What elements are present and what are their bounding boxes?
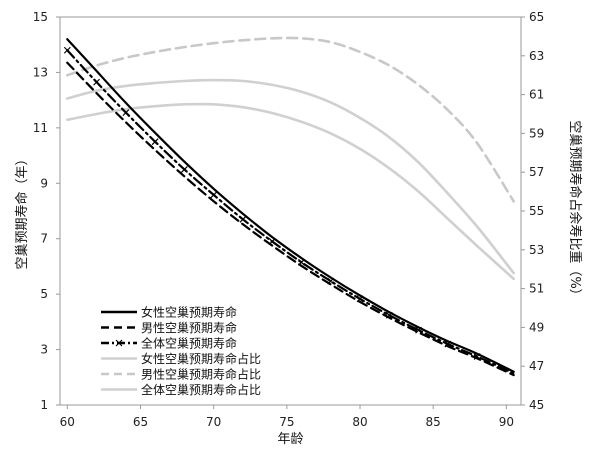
legend-marker [115,339,123,347]
right-y-tick-label: 65 [529,10,544,24]
left-y-tick-label: 3 [40,343,48,357]
legend-label: 女性空巢预期寿命占比 [141,351,261,366]
axes: 60 65 70 75 80 85 9013579111315454749515355575… [33,10,545,429]
series-line-6 [66,78,515,275]
legend-label: 男性空巢预期寿命占比 [141,367,261,382]
legend-label: 全体空巢预期寿命占比 [141,382,261,397]
x-axis-title: 年龄 [277,432,303,447]
left-y-tick-label: 1 [40,398,48,412]
right-y-tick-label: 53 [529,243,544,257]
series-3-point [210,191,218,199]
right-y-tick-label: 45 [529,398,544,412]
left-y-tick-label: 5 [40,287,48,301]
x-tick-label: 80 [352,415,367,429]
left-y-tick-label: 9 [40,176,48,190]
right-y-tick-label: 57 [529,165,544,179]
x-tick-label: 65 [133,415,148,429]
right-y-tick-label: 51 [529,282,544,296]
legend-label: 女性空巢预期寿命 [141,305,237,320]
series-layer [63,36,515,377]
series-line-4 [66,102,515,281]
x-tick-label: 90 [499,415,514,429]
right-y-tick-label: 59 [529,126,544,140]
series-line-2 [66,61,515,377]
x-tick-label: 75 [279,415,294,429]
right-y-tick-label: 49 [529,320,544,334]
right-y-tick-label: 55 [529,204,544,218]
series-3-point [180,166,188,173]
legend-label: 男性空巢预期寿命 [141,320,237,335]
series-3-point [122,109,130,117]
right-y-tick-label: 61 [529,88,544,102]
legend: 女性空巢预期寿命男性空巢预期寿命全体空巢预期寿命女性空巢预期寿命占比男性空巢预期… [101,305,261,397]
series-3-point [63,46,71,54]
right-y-axis-title: 空巢预期寿命占余寿比重（%） [567,120,583,301]
series-line-3 [66,49,515,375]
series-3-point [239,215,247,223]
right-y-tick-label: 63 [529,49,544,63]
left-y-tick-label: 7 [40,232,48,246]
x-tick-label: 85 [426,415,441,429]
legend-label: 全体空巢预期寿命 [141,336,237,351]
left-y-tick-label: 15 [33,10,48,24]
left-y-tick-label: 13 [33,65,48,79]
series-line-5 [66,36,515,203]
right-y-tick-label: 47 [529,359,544,373]
left-y-tick-label: 11 [33,121,48,135]
left-y-axis-title: 空巢预期寿命（年） [14,152,30,269]
x-tick-label: 60 [60,415,75,429]
series-3-point [151,138,159,146]
x-tick-label: 70 [206,415,221,429]
series-3-point [93,78,101,86]
series-line-1 [66,38,515,373]
